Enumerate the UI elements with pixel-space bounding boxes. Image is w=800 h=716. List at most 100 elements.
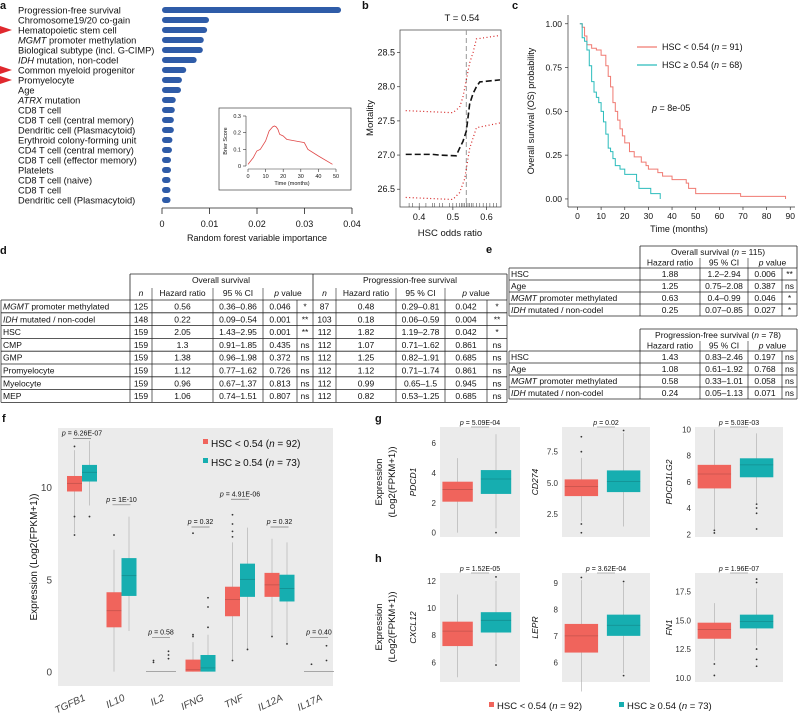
y-tick-label: 10 (427, 604, 436, 613)
y-tick-label: 2 (687, 530, 692, 539)
y-tick-label: 10 (682, 425, 691, 434)
outlier-point (325, 644, 328, 647)
bar-label: Common myeloid progenitor (18, 66, 135, 76)
table-cell: Age (511, 364, 526, 374)
table-cell: ns (785, 388, 794, 398)
table-cell: 1.12 (174, 366, 191, 376)
outlier-point (152, 659, 155, 662)
bar-label: CD8 T cell (effector memory) (18, 156, 137, 166)
panel-d-table: Overall survival Progression-free surviva… (0, 273, 508, 403)
y-tick-label: 2.5 (547, 510, 559, 519)
table-cell: GMP (3, 353, 23, 363)
table-cell: 0.807 (269, 391, 291, 401)
bar-label: CD8 T cell (naive) (18, 176, 92, 186)
bar (162, 107, 175, 113)
table-cell: Promyelocyte (3, 366, 55, 376)
box-body (106, 592, 122, 628)
table-cell: 112 (318, 378, 332, 388)
panel-label-e: e (486, 244, 492, 256)
bar-label: Dendritic cell (Plasmacytoid) (18, 126, 135, 136)
bar (162, 187, 171, 193)
p-value-label: p = 6.26E-07 (61, 430, 102, 437)
table-cell: MGMT promoter methylated (511, 293, 618, 303)
gene-axis-title: LEPR (530, 616, 540, 638)
outlier-point (231, 659, 234, 662)
table-row: MEP 159 1.06 0.74–1.51 0.807 ns 112 0.82 0.53–1.… (3, 391, 501, 401)
table-cell: 1.43 (662, 352, 679, 362)
gene-axis-title: PDCD1 (408, 467, 418, 496)
box (739, 433, 774, 530)
table-cell: ns (301, 378, 310, 388)
outlier-point (167, 657, 170, 660)
legend-label: HSC < 0.54 (n = 92) (497, 701, 582, 712)
table-cell: 0.91–1.85 (219, 340, 257, 350)
y-tick-label: 0.3 (233, 114, 241, 120)
table-cell: 0.96–1.98 (219, 353, 257, 363)
table-row: GMP 159 1.38 0.96–1.98 0.372 ns 112 1.25 0.82–1.… (3, 353, 501, 363)
table-cell: 0.63 (662, 293, 679, 303)
box (161, 650, 176, 672)
table-cell: ns (493, 353, 502, 363)
table-row: HSC 159 2.05 1.43–2.95 0.001 ** 112 1.82 1.19–2.… (3, 327, 499, 337)
panel-label-g: g (375, 413, 382, 425)
table-cell: 0.4–0.99 (707, 293, 740, 303)
bar-label: CD8 T cell (18, 106, 61, 116)
table-cell: 148 (134, 314, 148, 324)
legend-label: HSC ≥ 0.54 (n = 73) (211, 458, 300, 469)
block-title: Overall survival (n = 115) (671, 247, 765, 257)
x-tick-label: IL2 (149, 693, 167, 709)
outlier-point (310, 663, 313, 666)
table-cell: 112 (318, 366, 332, 376)
table-cell: 0.001 (269, 314, 291, 324)
group-header: Progression-free survival (363, 275, 457, 285)
x-axis-title: Time (months) (274, 181, 309, 187)
x-tick-label: 0.5 (447, 212, 460, 222)
table-cell: 87 (320, 302, 330, 312)
table-cell: 0.29–0.81 (402, 302, 440, 312)
x-tick-label: 0.01 (201, 219, 219, 229)
x-tick-label: 20 (620, 211, 630, 221)
outlier-point (207, 596, 209, 599)
brier-line (247, 125, 333, 165)
box-body (564, 479, 599, 497)
panel-label-f: f (2, 413, 6, 425)
outlier-point (755, 658, 758, 661)
y-tick-label: 4 (432, 469, 437, 478)
table-cell: MGMT promoter methylated (511, 376, 618, 386)
legend-label: HSC < 0.54 (n = 92) (211, 439, 301, 450)
table-cell: 0.07–0.85 (705, 305, 743, 315)
y-tick-label: 6 (432, 439, 437, 448)
x-tick-label: 0 (246, 174, 249, 180)
bar-label: Dendritic cell (Plasmacytoid) (18, 196, 135, 206)
box (264, 538, 280, 638)
table-cell: 112 (318, 327, 332, 337)
bar (162, 147, 172, 153)
outlier-point (622, 580, 625, 583)
x-axis-title: Random forest variable importance (187, 233, 327, 243)
table-cell: 1.82 (358, 327, 375, 337)
y-tick-label: 8 (554, 605, 559, 614)
highlight-arrow-icon (0, 76, 12, 84)
table-cell: 1.3 (177, 340, 189, 350)
outlier-point (622, 429, 625, 432)
box-body (697, 464, 732, 489)
table-cell: IDH mutated / non-codel (3, 314, 95, 324)
table-cell: 112 (318, 353, 332, 363)
legend-swatch (619, 702, 624, 707)
bar-label: Erythroid colony-forming unit (18, 136, 137, 146)
x-tick-label: 10 (596, 211, 606, 221)
y-tick-label: 28.0 (377, 82, 395, 92)
table-cell: Age (511, 281, 526, 291)
panel-h-boxplot-lepr: 6 7 8 9 p = 3.62E-04 LEPR (530, 566, 650, 692)
outlier-point (88, 515, 91, 518)
y-tick-label: 0 (432, 529, 437, 538)
box (480, 434, 512, 534)
column-header: p value (273, 288, 302, 298)
table-cell: 0.046 (269, 302, 291, 312)
legend-swatch (203, 458, 208, 463)
box-body (185, 659, 201, 672)
table-cell: 1.07 (358, 340, 375, 350)
table-row: MGMT promoter methylated 0.63 0.4–0.99 0.04… (511, 293, 792, 303)
panel-g-boxplot-cd274: 2.5 5.0 7.5 p = 0.02 CD274 (530, 420, 650, 537)
box-body (200, 654, 216, 672)
